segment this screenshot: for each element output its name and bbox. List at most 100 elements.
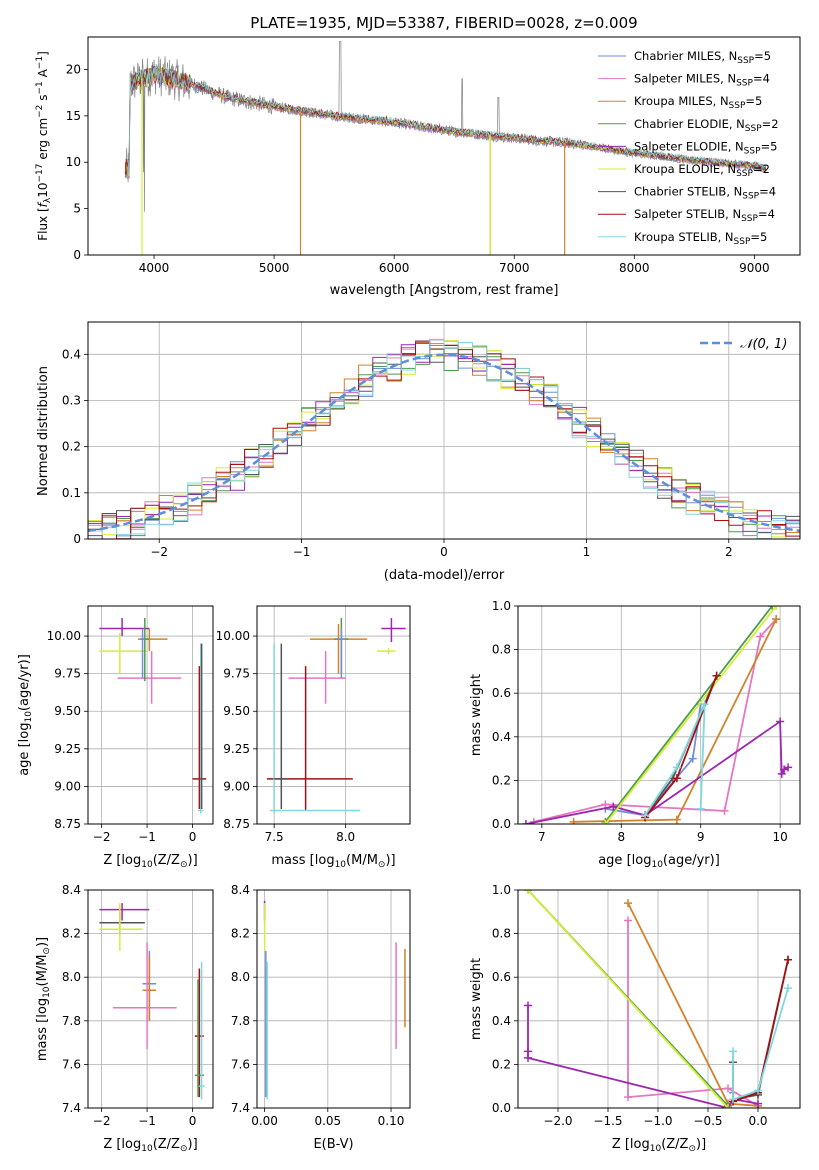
y-axis-label: mass weight <box>469 958 484 1040</box>
weight-line-kroupa-stelib <box>644 703 706 816</box>
x-tick-label: 7000 <box>499 261 530 275</box>
label-part: =5 <box>754 49 771 63</box>
label-part: =5 <box>745 94 762 108</box>
label-part: mass [log <box>35 998 50 1061</box>
y-tick-label: 9.50 <box>54 704 81 718</box>
x-tick-label: 0 <box>189 1114 197 1128</box>
weight-line-salpeter-miles <box>627 920 759 1107</box>
label-part: (age/yr)] <box>17 654 32 711</box>
x-tick-label: 0.0 <box>748 1114 767 1128</box>
x-tick-label: 8000 <box>619 261 650 275</box>
axes-age-vs-Z: −2 −1 0 8.75 9.00 9.25 9.50 9.75 10.00 Z [log10​(… <box>17 605 214 870</box>
y-tick-label: 7.4 <box>231 1101 250 1115</box>
axes-mass-vs-Z: −2 −1 0 7.4 7.6 7.8 8.0 8.2 8.4 Z [log10​(Z/Z⊙​)]… <box>35 883 214 1154</box>
y-tick-label: 0 <box>73 248 81 262</box>
x-tick-label: −0.5 <box>693 1114 722 1128</box>
label-part: =5 <box>750 230 767 244</box>
label-part: SSP <box>736 79 753 89</box>
label-part: ⊙ <box>180 1144 188 1154</box>
label-part: SSP <box>742 192 759 202</box>
label-part: Chabrier MILES, N <box>634 49 737 63</box>
label-part: Flux [ <box>36 207 50 240</box>
weight-marker <box>624 1093 632 1102</box>
axes-frame <box>87 889 214 1109</box>
y-tick-label: 9.75 <box>54 667 81 681</box>
label-part: Salpeter ELODIE, N <box>634 139 744 153</box>
y-tick-label: 8.0 <box>62 970 81 984</box>
x-tick-label: −1.5 <box>593 1114 622 1128</box>
label-part: (Z/Z <box>153 1137 180 1152</box>
weight-marker <box>720 806 729 815</box>
x-tick-label: 0.00 <box>251 1114 278 1128</box>
label-part: ⊙ <box>378 860 386 870</box>
plot-area <box>88 606 213 824</box>
label-part: =2 <box>753 162 770 176</box>
y-tick-label: 0.8 <box>492 643 511 657</box>
legend-label: Kroupa MILES, NSSP​=5 <box>634 94 762 111</box>
x-tick-label: 0.10 <box>378 1114 405 1128</box>
y-tick-label: 10 <box>66 155 81 169</box>
label-part: ⊙ <box>688 1144 696 1154</box>
plot-area <box>257 890 410 1108</box>
y-tick-label: 0.4 <box>492 730 511 744</box>
y-tick-label: 8.75 <box>54 817 81 831</box>
axes-frame <box>256 889 411 1109</box>
y-tick-label: 0.4 <box>62 347 81 361</box>
y-tick-label: 0.1 <box>62 486 81 500</box>
axis-label: E(B-V) <box>313 1137 353 1152</box>
y-tick-label: 7.8 <box>231 1014 250 1028</box>
y-tick-label: 9.25 <box>54 742 81 756</box>
label-part: Chabrier STELIB, N <box>634 185 742 199</box>
label-part: −1 <box>35 81 45 94</box>
legend-label: Chabrier ELODIE, NSSP​=2 <box>634 117 779 134</box>
axis-label: mass [log10​(M/M⊙​)] <box>271 853 395 870</box>
label-part: =4 <box>753 72 770 86</box>
x-tick-label: 6000 <box>379 261 410 275</box>
axes-frame <box>517 889 801 1109</box>
x-tick-label: −1 <box>293 545 311 559</box>
weight-line-kroupa-stelib <box>732 987 789 1101</box>
x-axis-label: wavelength [Angstrom, rest frame] <box>330 283 559 298</box>
weight-line-chabrier-elodie <box>604 606 773 823</box>
y-tick-label: 0 <box>73 532 81 546</box>
legend-label: Chabrier STELIB, NSSP​=4 <box>634 185 776 202</box>
plot-area <box>257 606 410 824</box>
y-tick-label: 5 <box>73 202 81 216</box>
label-part: −1 <box>35 56 45 69</box>
label-part: =5 <box>761 139 778 153</box>
y-axis-label: mass weight <box>469 674 484 756</box>
y-tick-label: 7.6 <box>231 1057 250 1071</box>
x-tick-label: −2.0 <box>543 1114 572 1128</box>
y-tick-label: 8.4 <box>62 883 81 897</box>
weight-marker <box>601 820 610 824</box>
weight-marker <box>688 754 697 763</box>
label-part: erg cm <box>36 118 50 164</box>
weight-marker <box>724 1104 732 1108</box>
label-part: ] <box>36 51 50 56</box>
weight-marker <box>754 1086 762 1095</box>
label-part: 10 <box>335 860 347 870</box>
weight-marker <box>772 606 781 610</box>
label-part: Kroupa MILES, N <box>634 94 729 108</box>
x-tick-label: 9000 <box>739 261 770 275</box>
x-tick-label: −2 <box>93 830 111 844</box>
legend-label: Salpeter MILES, NSSP​=4 <box>634 72 770 89</box>
weight-marker <box>672 763 681 772</box>
label-part: =2 <box>762 117 779 131</box>
y-tick-label: 0.8 <box>492 927 511 941</box>
legend-label: Kroupa STELIB, NSSP​=5 <box>634 230 767 247</box>
label-part: ⊙ <box>42 947 52 955</box>
label-part: Z [log <box>612 1137 650 1152</box>
axes-frame <box>87 36 801 256</box>
x-tick-label: 0 <box>440 545 448 559</box>
x-axis-label: (data-model)/error <box>384 568 505 583</box>
y-tick-label: 9.00 <box>54 779 81 793</box>
axes-age-vs-mass: 7.5 8.0 8.75 9.00 9.25 9.50 9.75 10.00 mass [log… <box>216 605 411 870</box>
label-part: Z [log <box>103 853 141 868</box>
axes-mass-vs-EBV: 0.00 0.05 0.10 7.4 7.6 7.8 8.0 8.2 8.4 E(B-V) <box>231 883 411 1152</box>
x-tick-label: −2 <box>150 545 168 559</box>
label-part: SSP <box>737 56 754 66</box>
plot-area <box>518 606 800 824</box>
label-part: Kroupa STELIB, N <box>634 230 734 244</box>
label-part: Kroupa ELODIE, N <box>634 162 736 176</box>
